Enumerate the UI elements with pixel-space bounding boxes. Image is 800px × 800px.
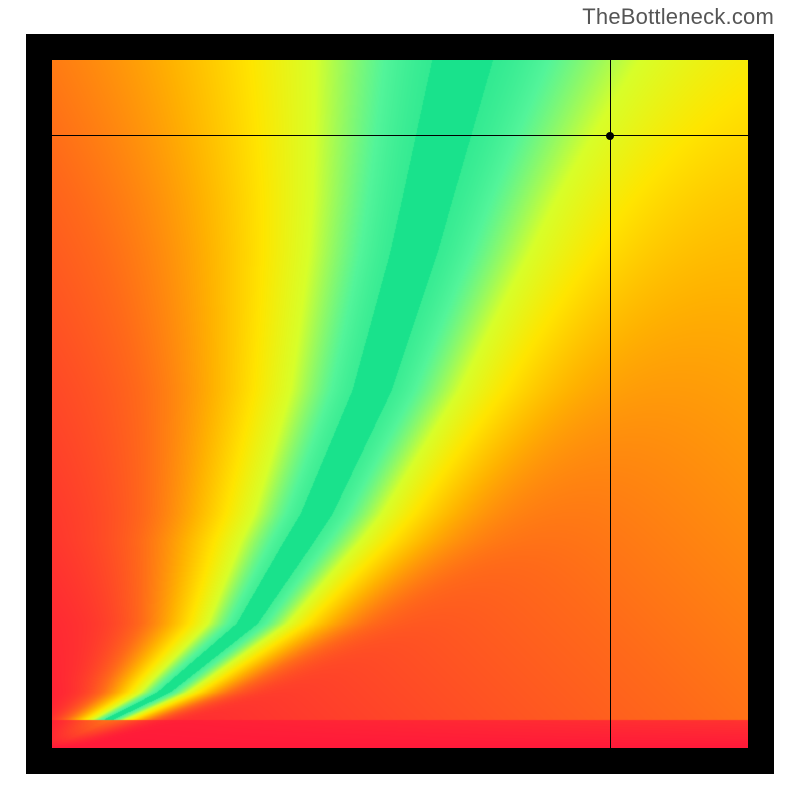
- plot-area: [52, 60, 748, 748]
- heatmap-canvas: [52, 60, 748, 748]
- attribution-label: TheBottleneck.com: [582, 4, 774, 30]
- plot-frame: [26, 34, 774, 774]
